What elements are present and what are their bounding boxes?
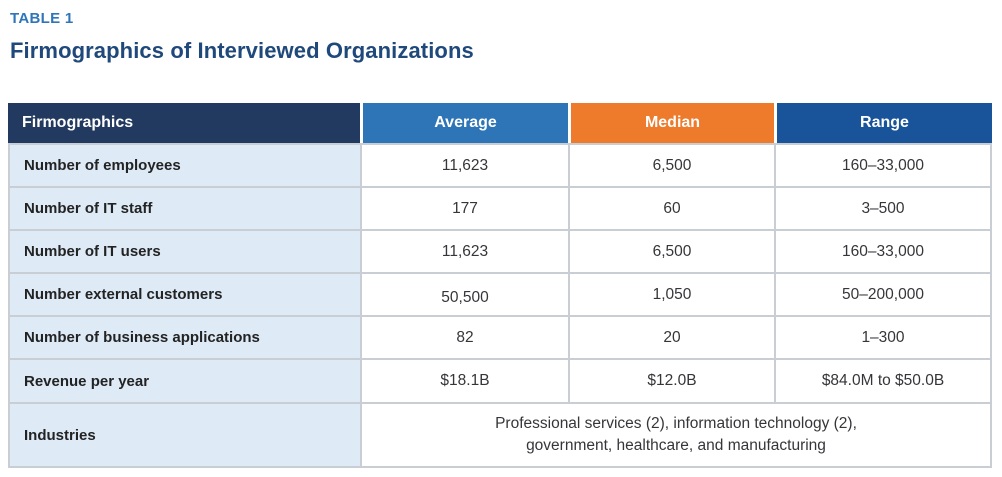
row-label: Number of IT staff <box>8 186 360 229</box>
median-value: 20 <box>568 315 774 358</box>
range-value: 50–200,000 <box>774 272 992 315</box>
average-value: 11,623 <box>360 229 568 272</box>
range-value: 1–300 <box>774 315 992 358</box>
table-number-label: TABLE 1 <box>10 10 74 27</box>
table-row: Number of IT users 11,623 6,500 160–33,0… <box>8 229 992 272</box>
median-value: 1,050 <box>568 272 774 315</box>
column-header-median: Median <box>568 103 774 143</box>
firmographics-table: Firmographics Average Median Range Numbe… <box>8 103 992 468</box>
average-value: 177 <box>360 186 568 229</box>
industries-text: Professional services (2), information t… <box>495 415 857 454</box>
range-value: 160–33,000 <box>774 143 992 186</box>
table-row: Number of employees 11,623 6,500 160–33,… <box>8 143 992 186</box>
average-value: $18.1B <box>360 358 568 402</box>
column-header-range: Range <box>774 103 992 143</box>
range-value: 3–500 <box>774 186 992 229</box>
average-value: 82 <box>360 315 568 358</box>
row-label: Number external customers <box>8 272 360 315</box>
table-row: Number external customers 50,500 1,050 5… <box>8 272 992 315</box>
average-value: 11,623 <box>360 143 568 186</box>
column-header-firmographics: Firmographics <box>8 103 360 143</box>
row-label: Number of employees <box>8 143 360 186</box>
range-value: 160–33,000 <box>774 229 992 272</box>
table-title: Firmographics of Interviewed Organizatio… <box>10 38 474 63</box>
industries-value: Professional services (2), information t… <box>360 402 992 468</box>
average-value: 50,500 <box>360 272 568 315</box>
median-value: 6,500 <box>568 229 774 272</box>
median-value: 6,500 <box>568 143 774 186</box>
median-value: $12.0B <box>568 358 774 402</box>
range-value: $84.0M to $50.0B <box>774 358 992 402</box>
median-value: 60 <box>568 186 774 229</box>
row-label: Number of IT users <box>8 229 360 272</box>
row-label: Revenue per year <box>8 358 360 402</box>
row-label: Industries <box>8 402 360 468</box>
table-row: Number of IT staff 177 60 3–500 <box>8 186 992 229</box>
header-row: Firmographics Average Median Range <box>8 103 992 143</box>
row-label: Number of business applications <box>8 315 360 358</box>
table-row: Revenue per year $18.1B $12.0B $84.0M to… <box>8 358 992 402</box>
column-header-average: Average <box>360 103 568 143</box>
table-row: Number of business applications 82 20 1–… <box>8 315 992 358</box>
table-row: Industries Professional services (2), in… <box>8 402 992 468</box>
